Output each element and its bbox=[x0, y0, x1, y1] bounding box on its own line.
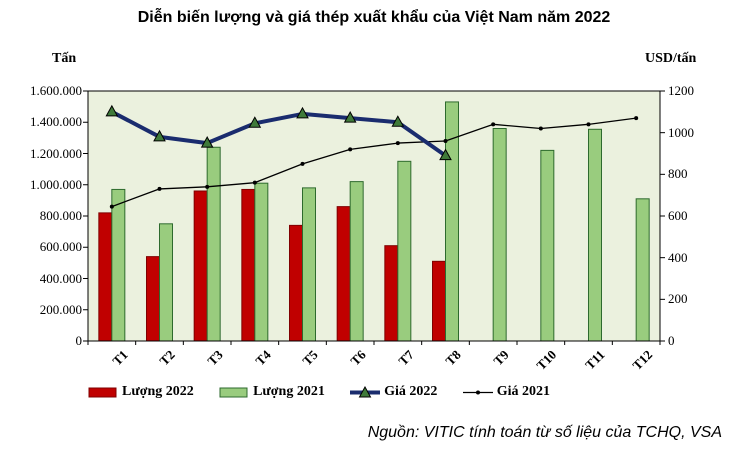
marker-giá-2021 bbox=[109, 204, 114, 209]
right-axis-tick-label: 600 bbox=[668, 208, 688, 223]
legend: Lượng 2022 Lượng 2021 Giá 2022 Giá 2021 bbox=[88, 384, 550, 400]
left-axis-tick-label: 600.000 bbox=[39, 239, 82, 255]
marker-giá-2021 bbox=[443, 139, 448, 143]
left-axis-tick-label: 400.000 bbox=[39, 270, 82, 286]
bar-lượng-2022-t5 bbox=[289, 224, 303, 342]
line-giá-2022 bbox=[110, 110, 447, 158]
marker-giá-2021 bbox=[634, 116, 639, 121]
marker-giá-2021 bbox=[252, 180, 257, 185]
marker-giá-2022 bbox=[296, 106, 309, 119]
left-axis-tick-label: 0 bbox=[75, 333, 83, 348]
bar-lượng-2021-t11 bbox=[588, 128, 602, 342]
bar-lượng-2021-t7 bbox=[397, 160, 412, 342]
bar-lượng-2022-t1 bbox=[98, 212, 113, 342]
bar-lượng-2022-t4 bbox=[241, 188, 256, 342]
legend-item-lượng-2021: Lượng 2021 bbox=[219, 384, 325, 400]
marker-giá-2021 bbox=[348, 147, 353, 152]
marker-giá-2021 bbox=[538, 126, 543, 131]
bar-lượng-2021-t5 bbox=[302, 187, 316, 342]
legend-label: Lượng 2021 bbox=[253, 384, 325, 399]
bar-lượng-2022-t3 bbox=[193, 190, 208, 342]
left-axis-tick-label: 1.200.000 bbox=[30, 145, 82, 161]
bar-lượng-2022-t6 bbox=[336, 206, 351, 342]
plot-background bbox=[88, 91, 660, 341]
marker-giá-2022 bbox=[439, 148, 452, 161]
right-axis-tick-label: 400 bbox=[668, 249, 688, 265]
marker-giá-2022 bbox=[200, 136, 214, 148]
bar-lượng-2021-t6 bbox=[349, 181, 364, 342]
marker-giá-2021 bbox=[300, 161, 305, 166]
bar-lượng-2022-t8 bbox=[432, 260, 446, 342]
right-axis-tick-label: 1200 bbox=[668, 83, 694, 98]
right-axis-tick-label: 0 bbox=[668, 333, 675, 348]
legend-label: Giá 2022 bbox=[384, 384, 438, 399]
bar-lượng-2021-t12 bbox=[635, 198, 650, 342]
right-axis-tick-label: 800 bbox=[668, 166, 688, 182]
line-giá-2021 bbox=[111, 117, 637, 208]
marker-giá-2021 bbox=[205, 184, 210, 189]
bar-lượng-2021-t1 bbox=[111, 188, 126, 342]
bar-lượng-2021-t4 bbox=[254, 182, 269, 342]
bar-lượng-2022-t2 bbox=[146, 256, 160, 342]
legend-item-lượng-2022: Lượng 2022 bbox=[88, 384, 194, 400]
right-axis-tick-label: 200 bbox=[668, 291, 688, 307]
left-axis-title: Tấn bbox=[52, 51, 77, 66]
left-axis-tick-label: 200.000 bbox=[39, 301, 82, 317]
left-axis-tick-label: 800.000 bbox=[39, 208, 82, 223]
bar-lượng-2022-t7 bbox=[384, 245, 399, 342]
marker-giá-2022 bbox=[153, 129, 166, 142]
bar-lượng-2021-t10 bbox=[540, 149, 555, 342]
legend-swatch-icon bbox=[219, 387, 248, 397]
marker-giá-2022 bbox=[248, 116, 262, 128]
left-axis-tick-label: 1.000.000 bbox=[30, 176, 82, 192]
legend-line-icon bbox=[350, 385, 381, 397]
marker-giá-2022 bbox=[105, 104, 119, 117]
marker-giá-2022 bbox=[391, 115, 405, 127]
bar-lượng-2021-t3 bbox=[206, 146, 221, 342]
bar-lượng-2021-t2 bbox=[159, 223, 173, 342]
marker-giá-2022 bbox=[343, 111, 357, 123]
legend-label: Lượng 2022 bbox=[122, 384, 194, 399]
legend-line-icon bbox=[462, 390, 493, 394]
marker-giá-2021 bbox=[395, 141, 400, 146]
legend-label: Giá 2021 bbox=[496, 384, 550, 399]
chart-title: Diễn biến lượng và giá thép xuất khẩu củ… bbox=[137, 9, 611, 26]
marker-giá-2021 bbox=[586, 122, 591, 127]
right-axis-title: USD/tấn bbox=[645, 51, 697, 66]
left-axis-tick-label: 1.400.000 bbox=[30, 114, 82, 130]
legend-item-giá-2022: Giá 2022 bbox=[350, 384, 437, 400]
legend-swatch-icon bbox=[88, 387, 117, 397]
right-axis-tick-label: 1000 bbox=[668, 124, 694, 140]
left-axis-tick-label: 1.600.000 bbox=[30, 83, 82, 98]
marker-giá-2021 bbox=[157, 186, 162, 191]
legend-item-giá-2021: Giá 2021 bbox=[462, 384, 550, 400]
source-note: Nguồn: VITIC tính toán từ số liệu của TC… bbox=[367, 424, 722, 441]
bar-lượng-2021-t9 bbox=[492, 128, 507, 342]
marker-giá-2021 bbox=[491, 122, 496, 127]
